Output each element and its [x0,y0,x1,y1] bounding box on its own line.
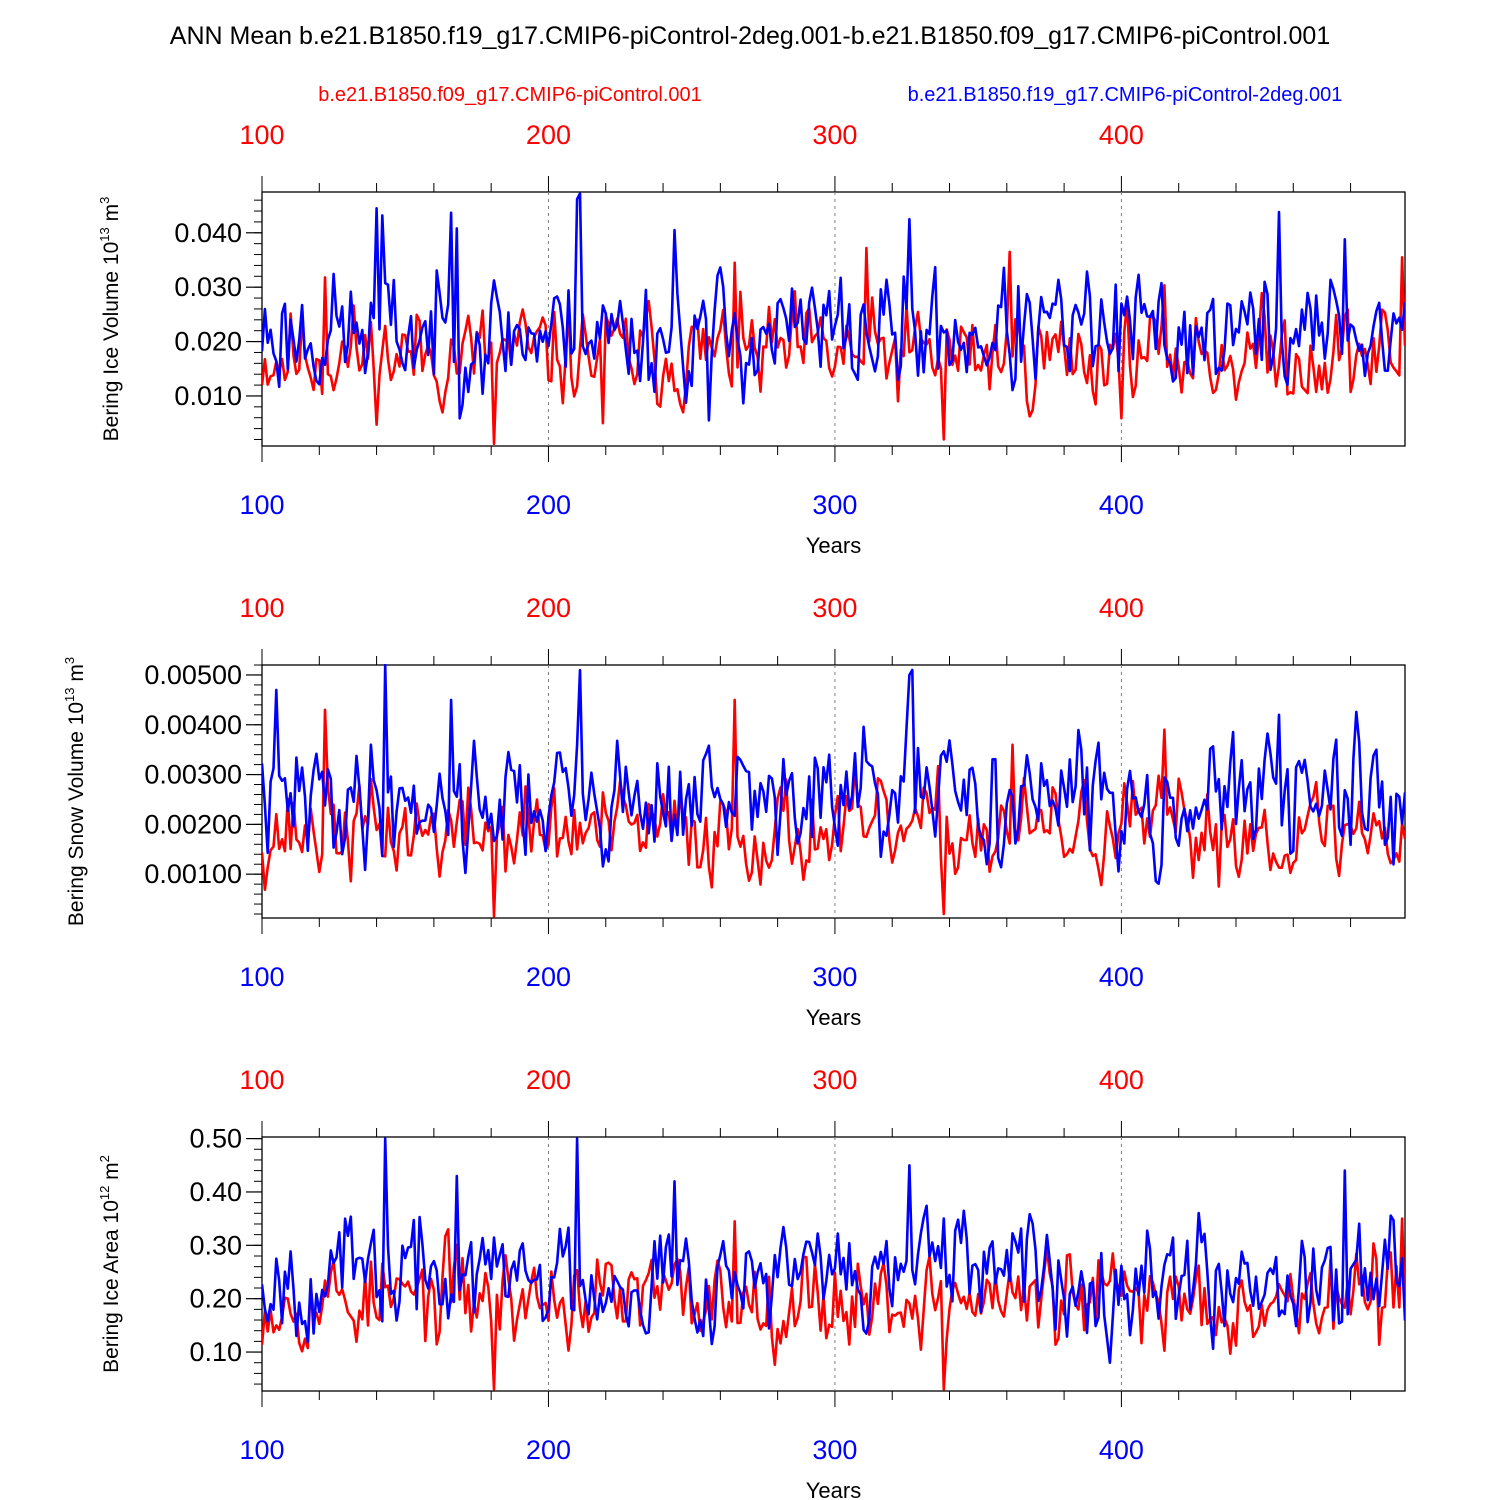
y-tick-label: 0.020 [174,327,242,357]
chart-panels: 100 100 200 200 300 300 400 400 Years 0.010 0.020 0… [62,120,1406,1500]
y-axis-label: Bering Snow Volume 1013 m3 [62,657,88,926]
y-tick-label: 0.10 [189,1337,242,1367]
y-axis-label: Bering Ice Area 1012 m2 [97,1155,123,1373]
chart-title: ANN Mean b.e21.B1850.f19_g17.CMIP6-piCon… [170,22,1330,50]
x-tick-label-bottom: 400 [1099,490,1144,520]
panel-3: 100 100 200 200 300 300 400 400 Years 0.10 0.20 0.3… [97,1065,1406,1500]
x-tick-label-top: 100 [239,120,284,150]
panel-1: 100 100 200 200 300 300 400 400 Years 0.010 0.020 0… [97,120,1406,558]
x-tick-label-bottom: 100 [239,490,284,520]
x-tick-label-top: 100 [239,1065,284,1095]
x-tick-label-bottom: 300 [812,490,857,520]
x-tick-label-top: 400 [1099,593,1144,623]
x-tick-label-bottom: 400 [1099,962,1144,992]
legend-red-label: b.e21.B1850.f09_g17.CMIP6-piControl.001 [318,84,702,106]
y-tick-label: 0.40 [189,1177,242,1207]
y-tick-label: 0.00400 [144,710,242,740]
x-tick-label-bottom: 100 [239,1435,284,1465]
y-tick-label: 0.030 [174,272,242,302]
plot-frame [261,664,1406,919]
series-line-red [262,698,1405,918]
x-tick-label-bottom: 200 [526,1435,571,1465]
y-tick-label: 0.00100 [144,859,242,889]
x-tick-label-bottom: 200 [526,490,571,520]
legend-blue-label: b.e21.B1850.f19_g17.CMIP6-piControl-2deg… [908,84,1343,106]
y-tick-label: 0.20 [189,1284,242,1314]
y-tick-label: 0.00500 [144,660,242,690]
x-tick-label-bottom: 100 [239,962,284,992]
x-tick-label-top: 300 [812,1065,857,1095]
x-tick-label-top: 300 [812,593,857,623]
series-line-blue [262,1137,1405,1364]
y-tick-label: 0.30 [189,1230,242,1260]
y-tick-label: 0.00300 [144,760,242,790]
x-tick-label-top: 200 [526,120,571,150]
x-tick-label-bottom: 300 [812,962,857,992]
y-tick-label: 0.00200 [144,809,242,839]
x-tick-label-top: 300 [812,120,857,150]
y-axis-label: Bering Ice Volume 1013 m3 [97,197,123,442]
x-tick-label-bottom: 300 [812,1435,857,1465]
x-axis-label: Years [806,1005,861,1030]
x-tick-label-top: 400 [1099,120,1144,150]
series-line-red [262,1217,1405,1391]
plot-frame [261,1136,1406,1392]
x-tick-label-bottom: 400 [1099,1435,1144,1465]
x-tick-label-bottom: 200 [526,962,571,992]
series-line-blue [262,664,1405,886]
y-tick-label: 0.040 [174,218,242,248]
x-axis-label: Years [806,1478,861,1500]
plot-frame [261,191,1406,447]
panel-2: 100 100 200 200 300 300 400 400 Years 0.00100 0.00… [62,593,1406,1030]
x-tick-label-top: 200 [526,1065,571,1095]
y-tick-label: 0.50 [189,1124,242,1154]
x-tick-label-top: 100 [239,593,284,623]
series-line-blue [262,192,1405,422]
y-tick-label: 0.010 [174,381,242,411]
x-tick-label-top: 400 [1099,1065,1144,1095]
x-tick-label-top: 200 [526,593,571,623]
x-axis-label: Years [806,533,861,558]
